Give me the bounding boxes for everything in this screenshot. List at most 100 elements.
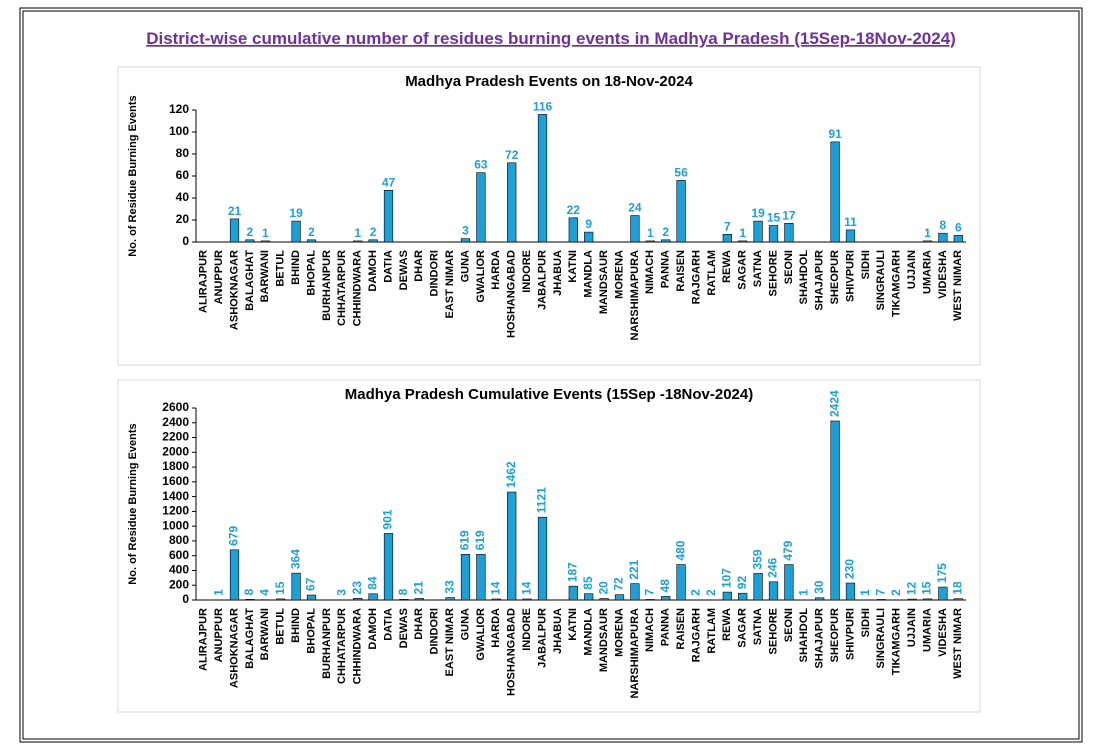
x-tick-label: NARSHIMAPURA [629, 608, 641, 699]
x-tick-label: DHAR [413, 250, 425, 282]
value-label: 30 [812, 580, 826, 594]
bar [630, 583, 640, 601]
x-tick-label: CHHATARPUR [336, 608, 348, 684]
value-label: 15 [767, 211, 781, 225]
bar [306, 594, 317, 601]
x-tick-label: BURHANPUR [321, 250, 333, 321]
x-tick-label: ANUPPUR [213, 250, 225, 304]
x-tick-label: KATNI [567, 250, 579, 283]
bar [722, 234, 732, 243]
x-tick-label: RATLAM [706, 250, 718, 296]
value-label: 47 [382, 175, 396, 189]
value-label: 48 [658, 579, 672, 593]
value-label: 2 [662, 225, 669, 239]
value-label: 67 [304, 577, 318, 591]
value-label: 72 [505, 148, 519, 162]
y-tick-label: 40 [176, 190, 190, 204]
x-tick-label: JABALPUR [536, 250, 548, 310]
value-label: 21 [228, 204, 242, 218]
x-tick-label: SINGRAULI [875, 608, 887, 669]
bar [922, 598, 933, 601]
bar [830, 141, 840, 243]
x-tick-label: TIKAMGARH [891, 250, 903, 317]
x-tick-label: BARWANI [259, 250, 271, 302]
value-label: 14 [519, 581, 533, 595]
bar [245, 239, 255, 243]
bar [537, 516, 548, 601]
bar [568, 217, 578, 243]
value-label: 2 [308, 225, 315, 239]
y-tick-label: 1800 [162, 459, 189, 473]
value-label: 2 [704, 589, 718, 596]
x-tick-label: SHAJAPUR [814, 608, 826, 669]
page-title: District-wise cumulative number of resid… [146, 29, 956, 48]
bar [353, 240, 363, 243]
x-tick-label: BALAGHAT [244, 250, 256, 311]
y-tick-label: 80 [176, 146, 190, 160]
x-tick-label: KATNI [567, 608, 579, 641]
y-tick-label: 2000 [162, 444, 189, 458]
bar [276, 598, 286, 601]
x-tick-label: DAMOH [367, 250, 379, 292]
y-tick-label: 1600 [162, 474, 189, 488]
y-tick-label: 2600 [162, 400, 189, 414]
value-label: 85 [581, 576, 595, 590]
bar [414, 598, 424, 601]
bar [507, 491, 517, 601]
y-axis-title: No. of Residue Burning Events [127, 95, 139, 256]
value-label: 8 [396, 588, 410, 595]
x-tick-label: PANNA [660, 250, 672, 288]
bar [584, 231, 594, 243]
x-tick-label: EAST NIMAR [444, 250, 456, 319]
bar [738, 240, 748, 243]
bar [445, 597, 455, 601]
x-tick-label: DATIA [382, 250, 394, 283]
value-label: 15 [273, 581, 287, 595]
value-label: 72 [612, 577, 626, 591]
value-label: 21 [411, 581, 425, 595]
value-label: 19 [289, 206, 303, 220]
bar [383, 190, 394, 243]
bar [368, 239, 378, 243]
x-tick-label: DINDORI [429, 608, 441, 654]
bar [229, 218, 240, 243]
x-tick-label: BALAGHAT [244, 608, 256, 669]
x-tick-label: RATLAM [706, 608, 718, 654]
bar [630, 215, 640, 243]
x-tick-label: HOSHANGABAD [506, 250, 518, 338]
bar [291, 220, 301, 243]
x-tick-label: ALIRAJPUR [198, 250, 210, 313]
y-tick-label: 2200 [162, 430, 189, 444]
bar [953, 598, 963, 601]
y-tick-label: 120 [169, 102, 189, 116]
x-tick-label: SEONI [783, 608, 795, 642]
x-tick-label: SEHORE [767, 608, 779, 654]
bar [522, 598, 532, 601]
value-label: 1 [211, 589, 225, 596]
y-tick-label: 20 [176, 212, 190, 226]
value-label: 63 [474, 158, 488, 172]
x-tick-label: GWALIOR [475, 250, 487, 303]
value-label: 9 [585, 217, 592, 231]
y-tick-label: 600 [169, 548, 189, 562]
y-tick-label: 200 [169, 577, 189, 591]
y-tick-label: 60 [176, 168, 190, 182]
value-label: 7 [724, 219, 731, 233]
y-tick-label: 0 [182, 592, 189, 606]
bar [476, 172, 486, 243]
value-label: 1 [739, 226, 746, 240]
value-label: 33 [442, 580, 456, 594]
y-axis-title: No. of Residue Burning Events [127, 423, 139, 584]
x-tick-label: SATNA [752, 608, 764, 645]
value-label: 2 [889, 589, 903, 596]
x-tick-label: WEST NIMAR [952, 250, 964, 321]
x-tick-label: SIDHI [860, 250, 872, 279]
x-tick-label: EAST NIMAR [444, 608, 456, 677]
value-label: 479 [781, 540, 795, 560]
x-tick-label: NIMACH [644, 250, 656, 294]
x-tick-label: GWALIOR [475, 608, 487, 661]
value-label: 4 [257, 589, 271, 596]
bar [768, 581, 779, 601]
value-label: 14 [488, 581, 502, 595]
value-label: 84 [365, 576, 379, 590]
